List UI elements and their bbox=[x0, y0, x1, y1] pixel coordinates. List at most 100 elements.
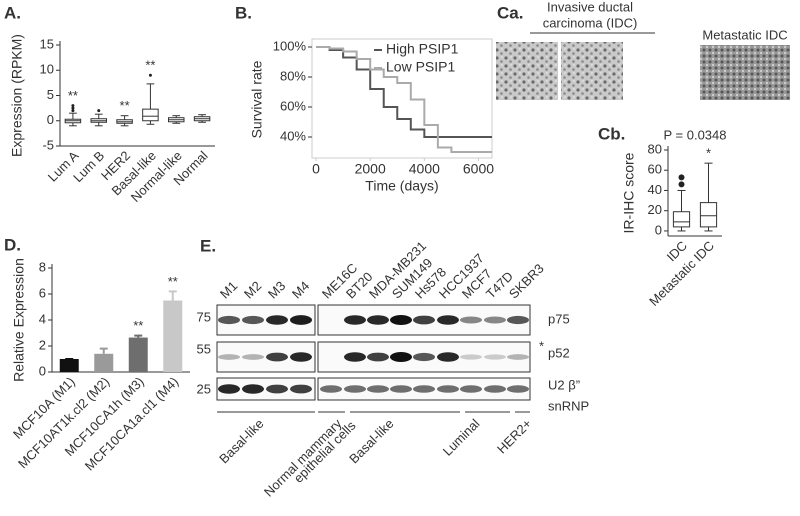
band bbox=[437, 385, 459, 393]
band bbox=[413, 352, 435, 362]
outlier bbox=[71, 109, 75, 113]
plot-frame bbox=[311, 38, 493, 159]
outlier bbox=[97, 109, 101, 113]
y-tick-label: 6 bbox=[39, 285, 46, 300]
band bbox=[290, 315, 312, 325]
y-axis-label: IR-IHC score bbox=[621, 152, 637, 233]
band bbox=[390, 385, 412, 393]
annotation: ** bbox=[168, 274, 178, 289]
bar bbox=[163, 300, 183, 372]
band-label: p75 bbox=[548, 311, 570, 326]
band-label: snRNP bbox=[548, 398, 589, 413]
band bbox=[266, 384, 288, 394]
y-tick-label: 0 bbox=[47, 112, 54, 127]
bar bbox=[94, 353, 114, 372]
box bbox=[672, 211, 691, 228]
x-tick-label: 4000 bbox=[409, 161, 440, 177]
band bbox=[242, 315, 264, 325]
legend-label: Low PSIP1 bbox=[386, 59, 455, 75]
panel-label: D. bbox=[4, 235, 21, 254]
y-tick-label: 5 bbox=[47, 87, 54, 102]
band bbox=[344, 315, 366, 325]
x-axis-label: Time (days) bbox=[365, 178, 438, 194]
band bbox=[367, 385, 389, 393]
x-tick-label: 2000 bbox=[355, 161, 386, 177]
band bbox=[484, 385, 506, 393]
y-tick-label: 2 bbox=[39, 337, 46, 352]
y-tick-label: 0 bbox=[39, 363, 46, 378]
group-title: carcinoma (IDC) bbox=[543, 15, 638, 30]
y-tick-label: 15 bbox=[40, 36, 54, 51]
y-tick-label: 10 bbox=[40, 62, 54, 77]
lane-label: M3 bbox=[265, 278, 288, 301]
band bbox=[460, 385, 482, 393]
group-label: HER2+ bbox=[494, 416, 535, 457]
group-title: Metastatic IDC bbox=[702, 27, 787, 42]
band bbox=[413, 385, 435, 393]
bar bbox=[59, 359, 79, 372]
band bbox=[484, 354, 506, 360]
box bbox=[699, 202, 718, 228]
panel-label: Ca. bbox=[497, 3, 523, 22]
band bbox=[242, 354, 264, 360]
outlier bbox=[678, 181, 685, 188]
y-tick-label: 20 bbox=[648, 202, 662, 217]
marker-label: 55 bbox=[197, 341, 211, 356]
band bbox=[437, 315, 459, 325]
band bbox=[413, 315, 435, 325]
annotation: ** bbox=[133, 318, 143, 333]
y-tick-label: 60% bbox=[280, 98, 306, 113]
micrograph bbox=[700, 45, 790, 100]
band bbox=[367, 315, 389, 325]
band bbox=[320, 385, 342, 393]
legend-label: High PSIP1 bbox=[386, 41, 459, 57]
group-label: Basal-like bbox=[216, 416, 266, 466]
band bbox=[290, 384, 312, 394]
band bbox=[507, 385, 529, 393]
y-tick-label: 40% bbox=[280, 128, 306, 143]
annotation: ** bbox=[68, 88, 78, 103]
band bbox=[218, 315, 240, 325]
band bbox=[218, 354, 240, 360]
panel-label: B. bbox=[235, 3, 252, 22]
group-label: Luminal bbox=[440, 416, 483, 459]
band bbox=[390, 315, 412, 325]
y-tick-label: 60 bbox=[648, 162, 662, 177]
band bbox=[367, 352, 389, 362]
band bbox=[507, 354, 529, 360]
panel-label: A. bbox=[4, 3, 21, 22]
y-tick-label: 80% bbox=[280, 68, 306, 83]
marker-label: 75 bbox=[197, 309, 211, 324]
band bbox=[266, 315, 288, 325]
annotation: * bbox=[706, 146, 711, 161]
y-tick-label: 0 bbox=[655, 222, 662, 237]
band bbox=[242, 384, 264, 394]
band-label: U2 β” bbox=[548, 377, 580, 392]
lane-label: M4 bbox=[289, 278, 312, 301]
annotation: ** bbox=[145, 58, 155, 73]
y-tick-label: 4 bbox=[39, 311, 46, 326]
micrograph bbox=[496, 42, 558, 100]
outlier bbox=[148, 73, 152, 77]
band bbox=[344, 352, 366, 362]
panel-label: E. bbox=[200, 236, 216, 255]
asterisk: * bbox=[539, 338, 544, 353]
y-tick-label: 80 bbox=[648, 141, 662, 156]
survival-curve bbox=[316, 46, 492, 153]
subtitle: P = 0.0348 bbox=[663, 127, 726, 142]
band bbox=[460, 354, 482, 360]
band bbox=[507, 315, 529, 325]
band bbox=[437, 352, 459, 362]
band bbox=[290, 352, 312, 362]
outlier bbox=[71, 106, 75, 110]
y-axis-label: Expression (RPKM) bbox=[9, 34, 25, 157]
y-axis-label: Survival rate bbox=[249, 60, 265, 138]
group-label: Basal-like bbox=[346, 416, 396, 466]
outlier bbox=[71, 104, 75, 108]
panel-label: Cb. bbox=[598, 124, 625, 143]
band bbox=[266, 352, 288, 362]
micrograph bbox=[561, 42, 623, 100]
annotation: ** bbox=[120, 98, 130, 113]
lane-label: M1 bbox=[217, 278, 240, 301]
